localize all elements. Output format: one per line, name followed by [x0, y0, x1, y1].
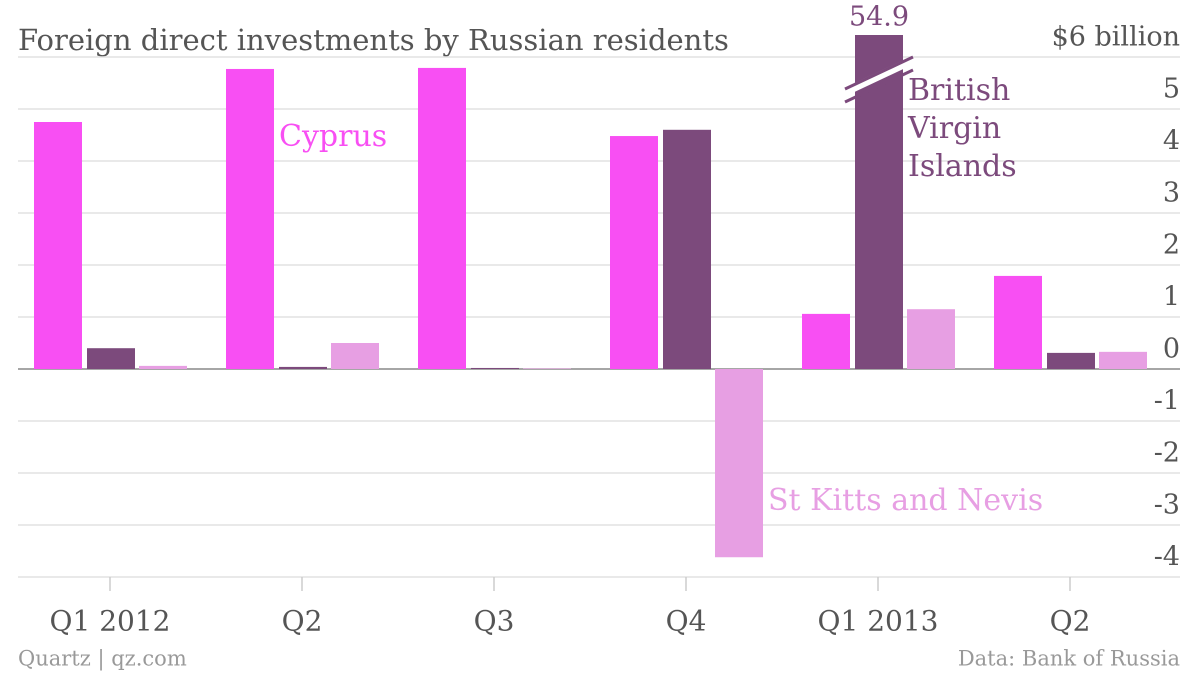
bar [994, 275, 1042, 369]
y-tick-label: 0 [1163, 334, 1180, 365]
y-tick-label: $6 billion [1052, 22, 1180, 53]
value-label: 54.9 [849, 2, 909, 33]
y-tick-label: 5 [1163, 74, 1180, 105]
bar [523, 368, 571, 369]
y-tick-label: 1 [1163, 282, 1180, 313]
bar [1047, 352, 1095, 369]
bar [610, 136, 658, 369]
bar [1099, 351, 1147, 369]
legend-label: St Kitts and Nevis [768, 483, 1043, 518]
x-tick-label: Q2 [1050, 605, 1091, 638]
x-tick-label: Q1 2012 [50, 605, 171, 638]
bar [855, 35, 903, 369]
bar [34, 122, 82, 369]
bar [87, 348, 135, 369]
bar [279, 366, 327, 369]
bar [715, 369, 763, 558]
bar [802, 313, 850, 369]
x-tick-label: Q1 2013 [818, 605, 939, 638]
bar [139, 365, 187, 369]
x-tick-label: Q3 [474, 605, 515, 638]
y-tick-label: 4 [1163, 126, 1180, 157]
source: Quartz | qz.com [18, 647, 187, 672]
x-tick-label: Q2 [282, 605, 323, 638]
bar [331, 343, 379, 369]
break-mark [843, 56, 915, 96]
legend-label: British Virgin Islands [907, 73, 1017, 184]
y-tick-label: 2 [1163, 230, 1180, 261]
bar [471, 367, 519, 369]
y-tick-label: 3 [1163, 178, 1180, 209]
legend-label: Cyprus [279, 119, 387, 154]
break-mark [844, 55, 914, 91]
credit: Data: Bank of Russia [958, 647, 1180, 671]
y-tick-label: -3 [1154, 490, 1180, 521]
y-tick-label: -4 [1154, 542, 1180, 573]
bar [226, 68, 274, 370]
y-tick-label: -2 [1154, 438, 1180, 469]
y-tick-label: -1 [1154, 386, 1180, 417]
bar [663, 129, 711, 369]
bar [907, 309, 955, 369]
bar [418, 67, 466, 370]
chart-title: Foreign direct investments by Russian re… [18, 23, 729, 57]
break-mark [844, 68, 914, 104]
x-tick-label: Q4 [666, 605, 707, 638]
